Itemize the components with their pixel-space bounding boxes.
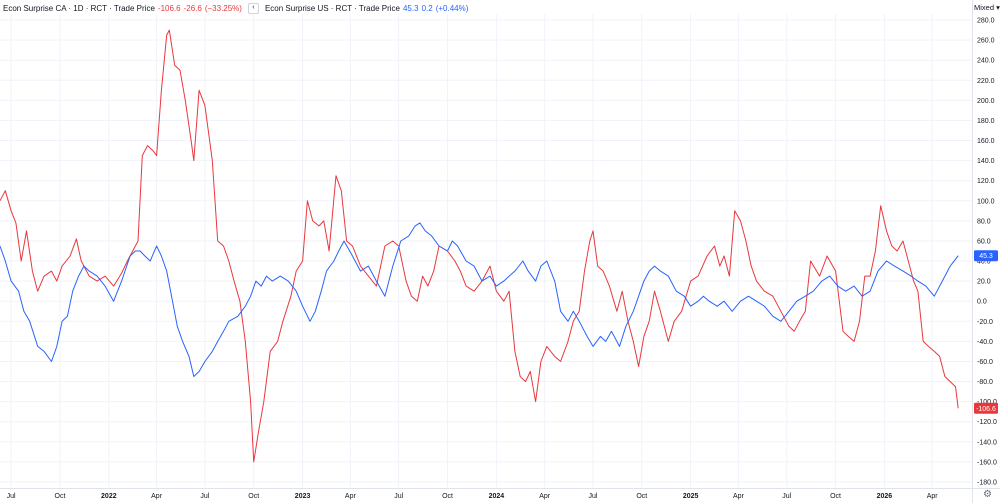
y-tick-label: -20.0 [977, 319, 993, 326]
y-tick-label: 280.0 [977, 18, 995, 25]
y-tick-label: 0.0 [977, 299, 987, 306]
price-axis[interactable]: 280.0 260.0 240.0 220.0 200.0 180.0 160.0 140.0… [972, 0, 997, 503]
legend-item-ca[interactable]: Econ Surprise CA · 1D · RCT · Trade Pric… [3, 4, 242, 13]
legend-last-ca: -106.6 [157, 4, 181, 13]
y-tick-label: -80.0 [977, 379, 993, 386]
y-tick-label: 160.0 [977, 138, 995, 145]
x-tick-label: Oct [830, 493, 841, 500]
y-tick-label: 100.0 [977, 198, 995, 205]
x-tick-label: 2025 [683, 493, 699, 500]
y-tick-label: -180.0 [977, 479, 997, 486]
last-value-bg [974, 402, 998, 414]
y-tick-label: 140.0 [977, 158, 995, 165]
y-tick-label: -140.0 [977, 439, 997, 446]
x-tick-label: Oct [248, 493, 259, 500]
y-tick-label: 40.0 [977, 259, 991, 266]
y-tick-label: 80.0 [977, 218, 991, 225]
last-value-labels: -106.6 45.3 [974, 250, 998, 414]
x-tick-label: 2023 [295, 493, 311, 500]
x-tick-label: Apr [345, 493, 357, 500]
legend-change-us: 0.2 [421, 4, 433, 13]
y-tick-label: 120.0 [977, 178, 995, 185]
y-tick-label: -40.0 [977, 339, 993, 346]
y-tick-label: 60.0 [977, 238, 991, 245]
series-lines [0, 29, 959, 463]
series-line-econ-surprise-us [0, 222, 959, 377]
x-tick-label: Oct [55, 493, 66, 500]
legend-change-pct-ca: (−33.25%) [204, 4, 242, 13]
y-tick-label: 20.0 [977, 279, 991, 286]
legend-last-us: 45.3 [402, 4, 419, 13]
last-value-text: -106.6 [976, 406, 996, 413]
legend-change-ca: -26.6 [183, 4, 202, 13]
legend: Econ Surprise CA · 1D · RCT · Trade Pric… [3, 3, 468, 14]
last-value-bg [974, 250, 998, 262]
time-axis[interactable]: Jul Oct 2022 Apr Jul Oct 2023 Apr Jul Oct 2024 Apr J… [0, 488, 1000, 501]
collapse-legend-button[interactable]: ‹ [247, 3, 259, 14]
x-tick-label: Jul [394, 493, 403, 500]
y-tick-label: -160.0 [977, 459, 997, 466]
y-tick-label: 220.0 [977, 78, 995, 85]
legend-symbol-ca: Econ Surprise CA · 1D · RCT · Trade Pric… [3, 4, 155, 13]
x-tick-label: Oct [442, 493, 453, 500]
x-tick-label: 2022 [101, 493, 117, 500]
scale-mode-dropdown[interactable]: Mixed ▾ [974, 3, 1000, 12]
y-tick-label: 200.0 [977, 98, 995, 105]
series-line-econ-surprise-ca [0, 29, 959, 463]
x-tick-label: Jul [200, 493, 209, 500]
legend-symbol-us: Econ Surprise US · RCT · Trade Price [264, 4, 400, 13]
y-tick-label: 180.0 [977, 118, 995, 125]
y-tick-label: 260.0 [977, 38, 995, 45]
y-tick-label: -120.0 [977, 419, 997, 426]
x-tick-label: Apr [151, 493, 163, 500]
last-value-label-us: 45.3 [974, 250, 998, 262]
legend-change-pct-us: (+0.44%) [435, 4, 469, 13]
gear-icon[interactable]: ⚙ [983, 489, 992, 500]
legend-item-us[interactable]: Econ Surprise US · RCT · Trade Price 45.… [265, 4, 468, 13]
grid-lines [0, 14, 972, 488]
y-tick-label: -100.0 [977, 399, 997, 406]
y-tick-label: -60.0 [977, 359, 993, 366]
x-tick-label: Apr [539, 493, 551, 500]
last-value-text: 45.3 [979, 253, 993, 260]
x-tick-label: Oct [636, 493, 647, 500]
x-tick-label: Jul [7, 493, 16, 500]
x-tick-label: Jul [782, 493, 791, 500]
x-tick-label: 2024 [489, 493, 505, 500]
x-tick-label: Jul [588, 493, 597, 500]
x-tick-label: Apr [927, 493, 939, 500]
x-tick-label: 2026 [877, 493, 893, 500]
last-value-label-ca: -106.6 [974, 402, 998, 414]
x-tick-label: Apr [733, 493, 745, 500]
y-tick-label: 240.0 [977, 58, 995, 65]
